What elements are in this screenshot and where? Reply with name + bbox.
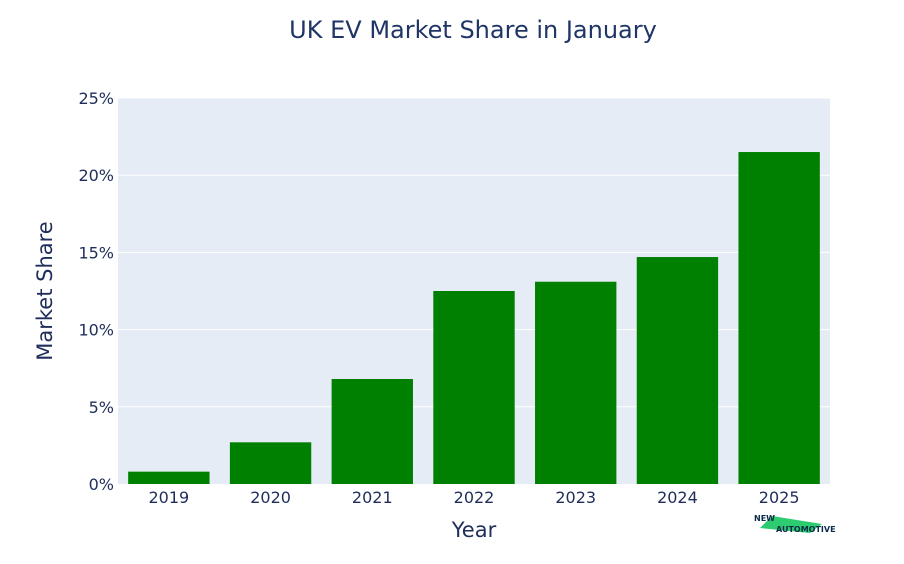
bar-2020 xyxy=(229,442,312,484)
bar-2024 xyxy=(636,257,719,484)
bars xyxy=(128,152,820,485)
y-tick-label: 25% xyxy=(78,89,114,108)
x-tick-label: 2019 xyxy=(148,488,189,507)
x-axis-ticks: 2019 2020 2021 2022 2023 2024 2025 xyxy=(148,488,799,507)
y-axis-ticks: 0% 5% 10% 15% 20% 25% xyxy=(78,89,114,494)
y-tick-label: 10% xyxy=(78,321,114,340)
x-tick-label: 2023 xyxy=(555,488,596,507)
x-tick-label: 2020 xyxy=(250,488,291,507)
bar-2021 xyxy=(331,379,413,484)
x-tick-label: 2021 xyxy=(352,488,393,507)
x-tick-label: 2024 xyxy=(657,488,698,507)
bar-2019 xyxy=(128,471,210,484)
x-tick-label: 2025 xyxy=(759,488,800,507)
y-axis-title: Market Share xyxy=(33,221,57,360)
x-tick-label: 2022 xyxy=(454,488,495,507)
bar-2022 xyxy=(433,291,515,484)
y-tick-label: 15% xyxy=(78,243,114,262)
bar-2025 xyxy=(738,152,820,485)
logo-line1: NEW xyxy=(754,514,775,523)
y-tick-label: 0% xyxy=(89,475,114,494)
bar-2023 xyxy=(535,281,617,484)
logo-line2: AUTOMOTIVE xyxy=(776,525,836,534)
y-tick-label: 20% xyxy=(78,166,114,185)
new-automotive-logo: NEW AUTOMOTIVE xyxy=(754,514,836,534)
logo-arrow-icon xyxy=(760,516,822,533)
y-tick-label: 5% xyxy=(89,398,114,417)
x-axis-title: Year xyxy=(451,518,497,542)
chart-title: UK EV Market Share in January xyxy=(289,16,657,44)
